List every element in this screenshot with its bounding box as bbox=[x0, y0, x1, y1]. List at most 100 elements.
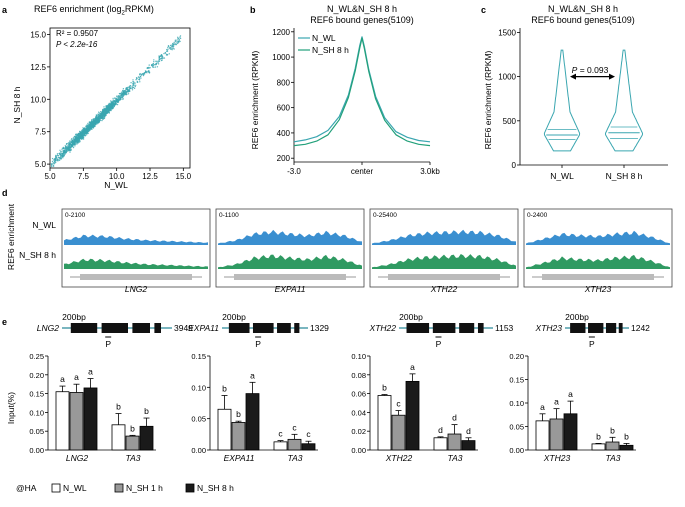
scatter-point bbox=[69, 151, 71, 153]
y-tick-label: 500 bbox=[503, 117, 517, 126]
scatter-point bbox=[110, 102, 113, 104]
y-tick-label: 1000 bbox=[498, 73, 516, 82]
exon bbox=[570, 323, 586, 333]
scatter-point bbox=[107, 108, 109, 111]
scatter-point bbox=[63, 149, 65, 152]
track-range-label: 0-25400 bbox=[373, 212, 397, 219]
scatter-point bbox=[81, 131, 83, 134]
violin-sh8 bbox=[604, 49, 644, 152]
scatter-point bbox=[106, 110, 108, 113]
scatter-point bbox=[125, 89, 127, 91]
gene-structure-name: XTH23 bbox=[535, 323, 563, 333]
significance-letter: a bbox=[410, 362, 415, 372]
scatter-point bbox=[89, 122, 92, 124]
significance-letter: b bbox=[596, 431, 601, 441]
scatter-point bbox=[92, 124, 94, 126]
scatter-frame bbox=[49, 27, 191, 169]
scatter-point bbox=[172, 44, 174, 46]
scatter-point bbox=[62, 157, 64, 159]
bar bbox=[245, 393, 260, 451]
panel-c-title-line1: N_WL&N_SH 8 h bbox=[548, 4, 618, 14]
scatter-point bbox=[100, 116, 102, 118]
bar-category-label: TA3 bbox=[126, 453, 141, 463]
scatter-point bbox=[135, 84, 137, 87]
scatter-point bbox=[105, 109, 107, 111]
scatter-point bbox=[177, 39, 179, 41]
scatter-point bbox=[179, 40, 181, 43]
scatter-point bbox=[90, 124, 92, 127]
scatter-point bbox=[75, 136, 77, 138]
scatter-point bbox=[51, 165, 53, 168]
scatter-point bbox=[81, 138, 83, 140]
significance-letter: b bbox=[130, 423, 135, 433]
significance-letter: a bbox=[540, 402, 545, 412]
y-tick-label: 0 bbox=[512, 161, 517, 170]
scatter-point bbox=[122, 88, 125, 90]
gene-structures: LNG2 3949 200bp P EXPA11 1329 200bp P XTH22 1153 2… bbox=[37, 312, 650, 349]
significance-letter: a bbox=[88, 367, 93, 377]
scatter-point bbox=[77, 136, 80, 139]
bar-category-label: TA3 bbox=[606, 453, 621, 463]
scatter-point bbox=[75, 137, 77, 139]
scatter-point bbox=[50, 163, 53, 165]
scatter-point bbox=[75, 135, 78, 137]
scatter-point bbox=[166, 50, 169, 52]
scatter-point bbox=[75, 134, 77, 136]
significance-letter: b bbox=[624, 431, 629, 441]
bar bbox=[405, 380, 420, 451]
scatter-point bbox=[81, 133, 83, 136]
scatter-point bbox=[104, 115, 106, 118]
bar-category-label: TA3 bbox=[448, 453, 463, 463]
bar bbox=[377, 395, 392, 451]
bar bbox=[83, 387, 98, 451]
bar bbox=[549, 418, 564, 451]
scatter-point bbox=[175, 43, 178, 46]
scatter-point bbox=[83, 133, 86, 135]
y-tick-label: 7.5 bbox=[35, 128, 47, 137]
gene-structure-name: XTH22 bbox=[369, 323, 397, 333]
scatter-point bbox=[65, 147, 67, 149]
scatter-point bbox=[153, 61, 155, 63]
genome-tracks: 0-2100 LNG2 0-1100 EXPA11 0-25400 XTH22 0-2400… bbox=[61, 208, 673, 294]
scatter-point bbox=[77, 140, 79, 142]
scatter-point bbox=[95, 115, 98, 117]
scatter-point bbox=[63, 151, 65, 154]
scatter-point bbox=[113, 104, 116, 107]
scatter-point bbox=[52, 163, 54, 165]
p-value-label: P < 2.2e-16 bbox=[56, 40, 98, 49]
scatter-point bbox=[81, 136, 83, 138]
scatter-point bbox=[153, 66, 155, 69]
scatter-point bbox=[175, 39, 177, 41]
x-tick-label: -3.0 bbox=[287, 167, 301, 176]
scatter-point bbox=[97, 117, 100, 119]
exon bbox=[277, 323, 291, 333]
bar-category-label: XTH22 bbox=[385, 453, 413, 463]
scale-bar-label: 200bp bbox=[399, 312, 423, 322]
scatter-point bbox=[61, 153, 63, 156]
scatter-point bbox=[153, 63, 155, 66]
significance-letter: b bbox=[144, 406, 149, 416]
bar bbox=[391, 414, 406, 451]
scatter-point bbox=[177, 36, 179, 38]
panel-e-legend: @HA N_WL N_SH 1 h N_SH 8 h bbox=[16, 483, 234, 493]
scatter-point bbox=[114, 101, 116, 104]
y-tick-label: 5.0 bbox=[35, 160, 47, 169]
scatter-point bbox=[147, 67, 149, 69]
scatter-point bbox=[96, 123, 99, 125]
scatter-point bbox=[103, 106, 105, 108]
scatter-point bbox=[89, 126, 91, 129]
significance-letter: c bbox=[306, 429, 311, 439]
scale-bar-label: 200bp bbox=[62, 312, 86, 322]
exon bbox=[70, 323, 98, 333]
scatter-point bbox=[115, 97, 118, 100]
scatter-point bbox=[174, 40, 177, 43]
scatter-point bbox=[99, 119, 102, 121]
legend-swatch-wl bbox=[51, 483, 61, 493]
bar-y-tick-label: 0.04 bbox=[351, 408, 366, 417]
scatter-point bbox=[102, 110, 104, 113]
scatter-point bbox=[148, 71, 150, 74]
scatter-plot-area: 5.0 5.0 7.5 7.5 10.0 10.0 12.5 12.5 15.0 15.0 bbox=[30, 27, 192, 181]
bar-y-tick-label: 0.10 bbox=[509, 399, 524, 408]
track-row-label-wl: N_WL bbox=[32, 220, 56, 230]
scatter-point bbox=[60, 153, 62, 155]
